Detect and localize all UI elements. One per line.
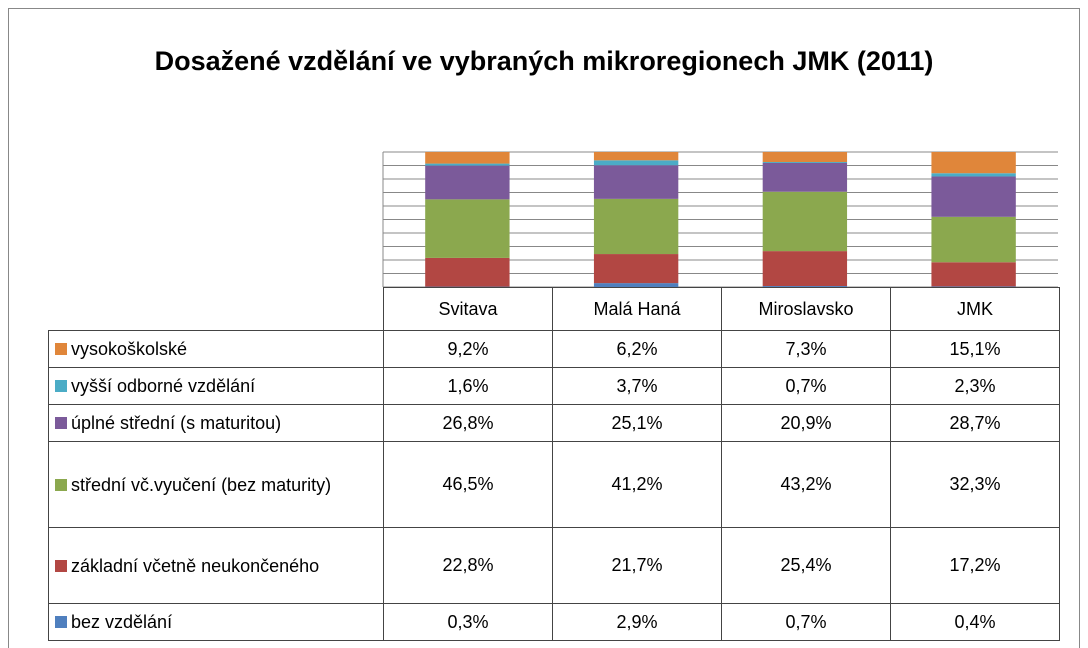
bar-segment bbox=[931, 286, 1016, 287]
bar-segment bbox=[931, 173, 1016, 177]
bar-segment bbox=[425, 165, 510, 200]
value-label: 7,3% bbox=[721, 330, 891, 368]
value-label: 21,7% bbox=[552, 527, 722, 604]
bar-segment bbox=[425, 199, 510, 258]
value-label: 2,3% bbox=[890, 367, 1060, 405]
legend-key bbox=[55, 417, 67, 429]
series-row: vyšší odborné vzdělání 1,6% 3,7% 0,7% 2,3% bbox=[48, 367, 1060, 405]
value-label: 25,1% bbox=[552, 404, 722, 442]
value-label: 46,5% bbox=[383, 441, 553, 528]
value-label: 1,6% bbox=[383, 367, 553, 405]
value-label: 0,4% bbox=[890, 603, 1060, 641]
legend-label: vysokoškolské bbox=[71, 339, 188, 359]
series-row: úplné střední (s maturitou) 26,8% 25,1% 20,… bbox=[48, 404, 1060, 442]
value-label: 2,9% bbox=[552, 603, 722, 641]
bar-segment bbox=[762, 152, 848, 163]
series-cell: střední vč.vyučení (bez maturity) bbox=[48, 441, 384, 528]
value-label: 15,1% bbox=[890, 330, 1060, 368]
bar-segment bbox=[762, 162, 848, 192]
bar-segment bbox=[593, 283, 679, 287]
category-label: JMK bbox=[890, 287, 1060, 331]
category-label: Malá Haná bbox=[552, 287, 722, 331]
value-label: 32,3% bbox=[890, 441, 1060, 528]
header-row: Svitava Malá Haná Miroslavsko JMK bbox=[48, 287, 1060, 331]
series-cell: úplné střední (s maturitou) bbox=[48, 404, 384, 442]
value-label: 0,7% bbox=[721, 603, 891, 641]
bar-segment bbox=[762, 251, 848, 287]
value-label: 0,7% bbox=[721, 367, 891, 405]
bar-segment bbox=[425, 257, 510, 287]
value-label: 22,8% bbox=[383, 527, 553, 604]
legend-label: vyšší odborné vzdělání bbox=[71, 376, 256, 396]
bar-segment bbox=[931, 176, 1016, 217]
legend-label: základní včetně neukončeného bbox=[71, 555, 320, 576]
bar-segment bbox=[593, 152, 679, 161]
value-label: 41,2% bbox=[552, 441, 722, 528]
legend-key bbox=[55, 478, 67, 491]
legend-key bbox=[55, 559, 67, 572]
chart-frame bbox=[8, 8, 1080, 648]
value-label: 17,2% bbox=[890, 527, 1060, 604]
legend-key bbox=[55, 380, 67, 392]
series-row: vysokoškolské 9,2% 6,2% 7,3% 15,1% bbox=[48, 330, 1060, 368]
chart-title: Dosažené vzdělání ve vybraných mikroregi… bbox=[154, 46, 934, 76]
value-label: 43,2% bbox=[721, 441, 891, 528]
bar-segment bbox=[762, 162, 848, 163]
legend-key bbox=[55, 616, 67, 628]
bar-segment bbox=[425, 163, 510, 166]
value-label: 26,8% bbox=[383, 404, 553, 442]
corner-cell bbox=[48, 287, 384, 331]
bar-segment bbox=[931, 262, 1016, 287]
value-label: 28,7% bbox=[890, 404, 1060, 442]
value-label: 6,2% bbox=[552, 330, 722, 368]
bar-segment bbox=[931, 152, 1016, 174]
bar-segment bbox=[425, 152, 510, 164]
category-label: Svitava bbox=[383, 287, 553, 331]
bar-segment bbox=[593, 254, 679, 284]
bar-segment bbox=[762, 286, 848, 287]
legend-key bbox=[55, 343, 67, 355]
legend-label: střední vč.vyučení (bez maturity) bbox=[71, 474, 332, 495]
series-cell: základní včetně neukončeného bbox=[48, 527, 384, 604]
legend-label: úplné střední (s maturitou) bbox=[71, 413, 282, 433]
bar-segment bbox=[593, 165, 679, 199]
series-row: střední vč.vyučení (bez maturity) 46,5% 41… bbox=[48, 441, 1060, 528]
value-label: 25,4% bbox=[721, 527, 891, 604]
value-label: 9,2% bbox=[383, 330, 553, 368]
value-label: 0,3% bbox=[383, 603, 553, 641]
bar-segment bbox=[593, 160, 679, 166]
bar-segment bbox=[593, 198, 679, 255]
series-cell: vysokoškolské bbox=[48, 330, 384, 368]
bar-segment bbox=[762, 191, 848, 252]
legend-label: bez vzdělání bbox=[71, 612, 173, 632]
category-label: Miroslavsko bbox=[721, 287, 891, 331]
value-label: 3,7% bbox=[552, 367, 722, 405]
series-cell: bez vzdělání bbox=[48, 603, 384, 641]
data-table: Svitava Malá Haná Miroslavsko JMK vysokoškol… bbox=[48, 287, 1060, 641]
value-label: 20,9% bbox=[721, 404, 891, 442]
series-cell: vyšší odborné vzdělání bbox=[48, 367, 384, 405]
bar-segment bbox=[931, 216, 1016, 263]
series-row: základní včetně neukončeného 22,8% 21,7% 25… bbox=[48, 527, 1060, 604]
series-row: bez vzdělání 0,3% 2,9% 0,7% 0,4% bbox=[48, 603, 1060, 641]
